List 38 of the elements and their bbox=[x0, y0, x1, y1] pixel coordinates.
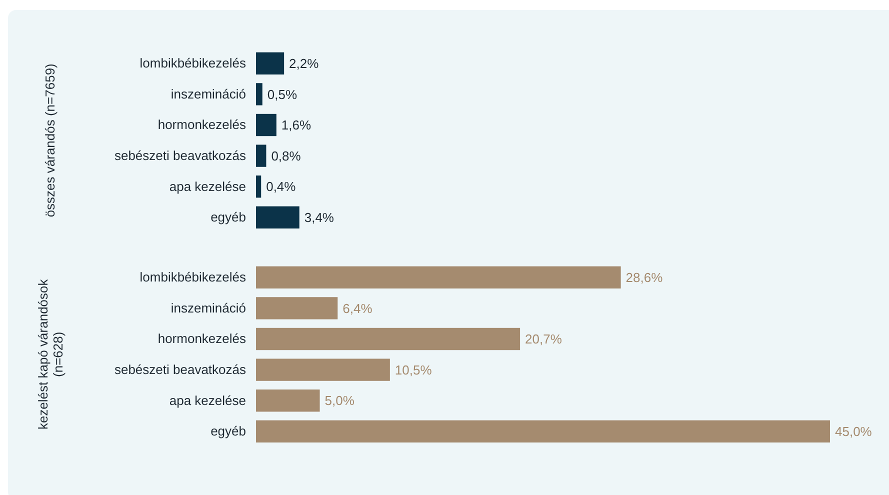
data-label: 5,0% bbox=[324, 393, 355, 408]
y-tick-label: egyéb bbox=[210, 424, 246, 439]
y-axis-title: kezelést kapó várandósok (n=628) bbox=[35, 278, 66, 430]
data-label: 0,5% bbox=[267, 86, 298, 102]
data-label: 20,7% bbox=[525, 332, 562, 347]
y-tick-label: apa kezelése bbox=[169, 392, 246, 408]
data-label: 28,6% bbox=[626, 270, 664, 285]
data-label: 45,0% bbox=[835, 424, 872, 439]
y-tick-label: sebészeti beavatkozás bbox=[114, 148, 246, 163]
bar bbox=[256, 328, 520, 350]
data-label: 2,2% bbox=[289, 56, 320, 71]
y-tick-label: apa kezelése bbox=[169, 178, 246, 194]
y-tick-label: inszemináció bbox=[170, 300, 246, 316]
y-tick-label: inszemináció bbox=[170, 86, 246, 102]
y-tick-label: sebészeti beavatkozás bbox=[114, 362, 246, 377]
y-tick-label: lombikbébikezelés bbox=[140, 56, 246, 71]
y-tick-label: hormonkezelés bbox=[158, 117, 246, 132]
bar bbox=[256, 420, 830, 442]
bar bbox=[256, 52, 284, 74]
bar bbox=[256, 358, 390, 381]
bar bbox=[256, 83, 262, 106]
y-axis-title: összes várandós (n=7659) bbox=[42, 64, 58, 218]
data-label: 3,4% bbox=[304, 210, 334, 225]
y-tick-label: hormonkezelés bbox=[158, 331, 246, 346]
bar bbox=[256, 114, 276, 136]
bar bbox=[256, 297, 338, 320]
y-tick-label: egyéb bbox=[210, 210, 246, 225]
bar bbox=[256, 176, 262, 198]
data-label: 1,6% bbox=[281, 118, 312, 133]
data-label: 6,4% bbox=[342, 300, 373, 316]
y-tick-label: lombikbébikezelés bbox=[140, 270, 246, 285]
data-label: 0,4% bbox=[266, 179, 296, 194]
bar bbox=[256, 206, 300, 228]
bar bbox=[256, 266, 621, 288]
data-label: 10,5% bbox=[394, 362, 432, 378]
bar bbox=[256, 144, 266, 167]
bar bbox=[256, 390, 320, 412]
data-label: 0,8% bbox=[271, 148, 302, 164]
